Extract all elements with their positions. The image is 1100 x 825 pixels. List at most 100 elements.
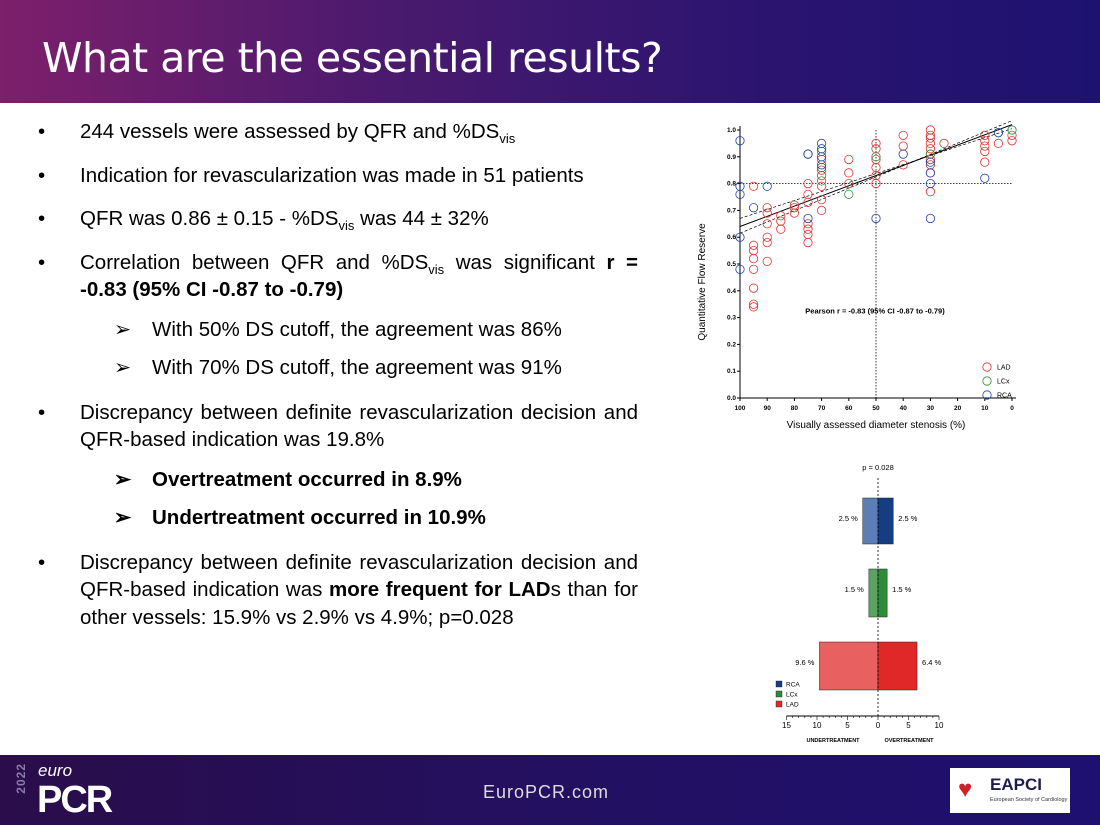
chart-title: p = 0.028: [862, 463, 894, 472]
data-point-lad: [980, 141, 990, 151]
bullet-item: • Correlation between QFR and %DSvis was…: [38, 249, 638, 304]
y-tick-label: 0.8: [727, 181, 736, 188]
data-point-lad: [817, 195, 827, 205]
bar-under-lad: [819, 641, 879, 691]
bar-over-rca: [877, 497, 894, 545]
data-point-lad: [748, 299, 759, 309]
data-point-lad: [817, 205, 827, 216]
bullet-dot: •: [38, 550, 46, 574]
x-tick-label: 0: [876, 721, 881, 730]
data-point-lad: [817, 165, 827, 175]
data-point-rca: [762, 181, 772, 191]
bar-under-rca: [862, 497, 879, 545]
subscript: vis: [499, 131, 516, 147]
bullet-dot: •: [38, 163, 46, 187]
bullet-dot: •: [38, 120, 46, 143]
bullet-text: was 44 ± 32%: [354, 207, 489, 230]
sub-bullet-item: ➢ Overtreatment occurred in 8.9%: [38, 466, 638, 494]
legend-marker-lcx: [982, 376, 992, 386]
bar-label-over: 1.5 %: [892, 585, 912, 594]
bullet-text: Correlation between QFR and %DS: [80, 250, 429, 274]
data-point-lcx: [871, 152, 881, 162]
data-point-lad: [871, 178, 881, 189]
data-point-lad: [762, 208, 772, 218]
data-point-rca: [980, 173, 990, 183]
y-tick-label: 0.5: [727, 261, 736, 268]
data-point-rca: [817, 160, 827, 170]
data-point-rca: [817, 138, 827, 149]
bullet-text: s than for other vessels: 15.9% vs 2.9% …: [80, 578, 638, 629]
bullet-dot: •: [38, 400, 46, 424]
legend-marker-rca: [982, 390, 992, 400]
bullet-text: QFR was 0.86 ± 0.15 - %DS: [80, 207, 339, 230]
x-tick-label: 10: [935, 721, 944, 730]
data-point-lad: [776, 211, 786, 221]
bullet-text: 244 vessels were assessed by QFR and %DS: [80, 120, 500, 143]
arrow-icon: ➢: [114, 506, 132, 529]
x-tick-label: 50: [872, 405, 880, 412]
y-tick-label: 0.0: [727, 395, 736, 402]
eapci-subtitle: European Society of Cardiology: [990, 797, 1068, 803]
y-tick-label: 0.1: [727, 368, 736, 375]
footer-website: EuroPCR.com: [483, 782, 610, 802]
undertreatment-label: UNDERTREATMENT: [806, 738, 860, 744]
bullet-bold-text: more frequent for LAD: [329, 578, 551, 601]
data-point-lad: [844, 178, 854, 189]
data-point-rca: [871, 213, 881, 224]
legend-swatch-lcx: [775, 690, 783, 698]
title-bar: What are the essential results?: [0, 0, 1100, 103]
sub-bullet-item: ➢ Undertreatment occurred in 10.9%: [38, 504, 638, 532]
data-point-rca: [898, 149, 908, 159]
sub-bullet-text: With 50% DS cutoff, the agreement was 86…: [152, 317, 562, 341]
arrow-icon: ➢: [114, 317, 132, 341]
data-point-rca: [925, 168, 935, 178]
subscript: vis: [338, 218, 355, 234]
data-point-rca: [925, 213, 935, 224]
data-point-lad: [1007, 136, 1017, 146]
bullet-dot: •: [38, 207, 46, 230]
data-point-lad: [925, 144, 935, 154]
y-tick-label: 0.6: [727, 234, 736, 241]
data-point-rca: [925, 178, 935, 189]
data-point-lad: [939, 138, 949, 149]
bullet-text: Discrepancy between definite revasculari…: [80, 550, 638, 602]
legend-label-rca: RCA: [997, 393, 1012, 400]
data-point-lad: [844, 168, 854, 178]
y-axis-label: Quantitative Flow Reserve: [697, 223, 708, 341]
data-point-lad: [748, 246, 759, 256]
data-point-lad: [776, 224, 786, 234]
fit-line: [739, 124, 1013, 227]
bar-chart: p = 0.028 2.5 % 2.5 % 1.5 % 1.5 % 9.6 % 6.4 % 1…: [775, 463, 944, 744]
bar-over-lad: [877, 641, 918, 691]
legend-label-lad: LAD: [786, 702, 799, 709]
data-point-lad: [925, 138, 935, 149]
x-tick-label: 10: [813, 721, 822, 730]
sub-bullet-text: With 70% DS cutoff, the agreement was 91…: [152, 356, 562, 379]
bar-label-under: 1.5 %: [845, 585, 865, 594]
bullet-text: Indication for revascularization was mad…: [80, 163, 584, 187]
bullet-text: Discrepancy between definite revasculari…: [80, 400, 638, 452]
legend-swatch-lad: [775, 700, 783, 708]
data-point-lcx: [1007, 125, 1017, 135]
data-point-lad: [803, 189, 813, 199]
bullet-item: • 244 vessels were assessed by QFR and %…: [38, 118, 638, 146]
y-tick-label: 0.7: [727, 207, 736, 214]
overtreatment-label: OVERTREATMENT: [884, 738, 934, 744]
x-tick-label: 40: [900, 405, 908, 412]
data-point-rca: [735, 189, 745, 199]
data-point-rca: [925, 157, 935, 167]
data-point-lad: [844, 154, 854, 165]
data-point-lad: [748, 264, 759, 274]
bullet-list: • 244 vessels were assessed by QFR and %…: [38, 118, 638, 647]
data-point-rca: [735, 136, 745, 146]
ci-line: [739, 120, 1013, 234]
ci-line: [739, 128, 1013, 219]
data-point-lad: [980, 146, 990, 157]
y-tick-label: 0.3: [727, 315, 736, 322]
data-point-rca: [748, 203, 759, 213]
data-point-lad: [748, 302, 759, 312]
data-point-lad: [980, 130, 990, 140]
y-tick-label: 0.4: [727, 288, 736, 295]
footer-euro: euro: [38, 761, 73, 780]
